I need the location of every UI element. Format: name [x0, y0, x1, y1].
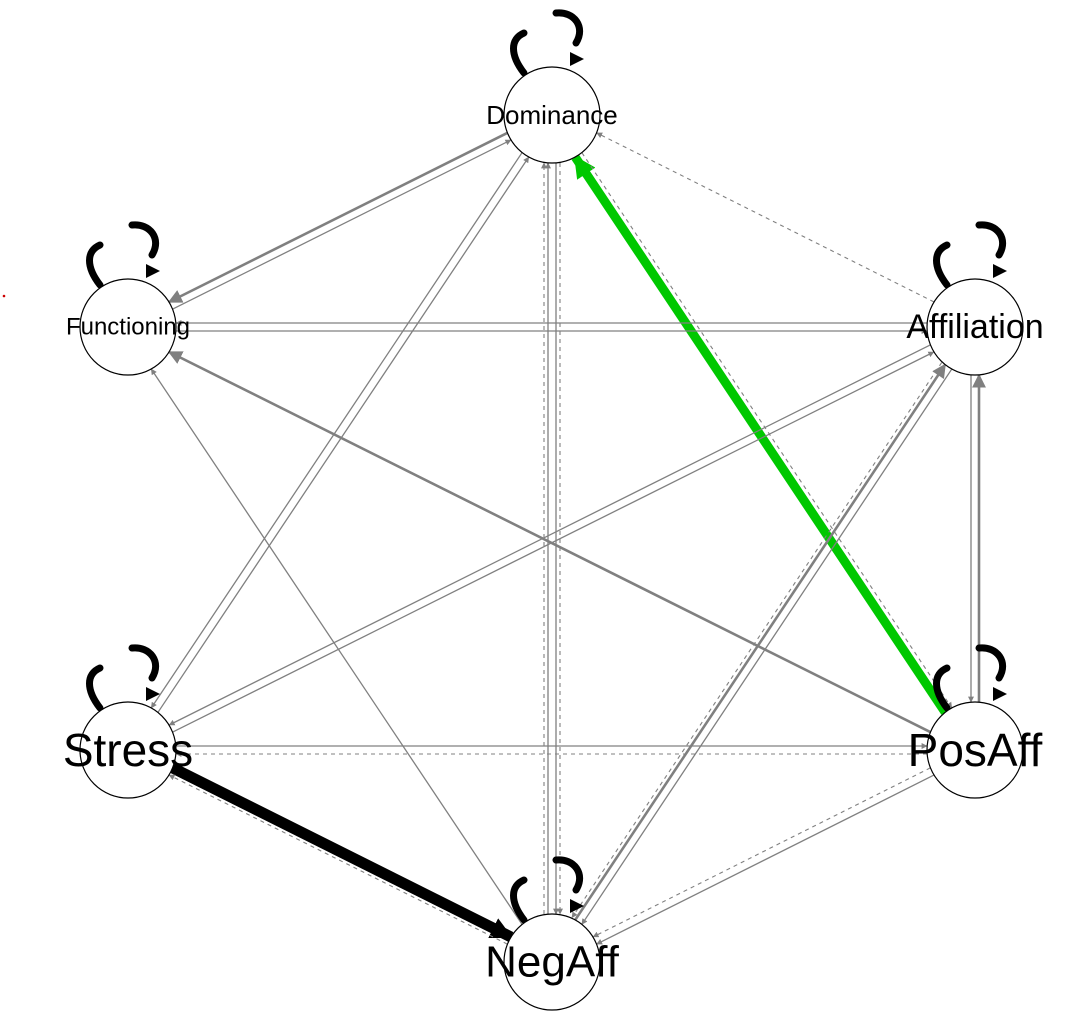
node-functioning-label: Functioning	[66, 314, 190, 341]
edge-affiliation-to-dominance-dashed	[596, 132, 935, 303]
edge-stress-to-dominance	[157, 156, 530, 713]
node-affiliation: Affiliation	[906, 278, 1044, 376]
edge-negaff-to-stress-dashed	[168, 774, 508, 945]
edge-posaff-to-functioning	[167, 350, 931, 734]
node-negaff-label: NegAff	[485, 938, 619, 987]
edge-affiliation-to-negaff-dashed	[571, 362, 943, 919]
node-dominance: Dominance	[486, 66, 618, 164]
self-loops	[86, 9, 1007, 924]
node-stress: Stress	[63, 701, 193, 799]
self-loop-negaff	[510, 856, 584, 924]
self-loop-stress	[86, 644, 160, 712]
node-affiliation-label: Affiliation	[906, 308, 1043, 346]
node-negaff: NegAff	[485, 913, 620, 1011]
self-loop-affiliation	[933, 221, 1007, 289]
node-functioning-circle	[79, 278, 177, 376]
node-dominance-label: Dominance	[486, 100, 618, 130]
edge-stress-to-affiliation	[172, 351, 935, 733]
node-stress-label: Stress	[63, 724, 193, 776]
edge-dominance-to-functioning	[167, 131, 508, 304]
self-loop-functioning	[86, 221, 160, 289]
edge-posaff-to-dominance	[571, 154, 949, 715]
edge-posaff-to-negaff-dashed	[592, 767, 931, 938]
edge-affiliation-to-negaff	[581, 368, 953, 925]
edge-dominance-to-stress	[150, 152, 523, 709]
node-negaff-circle	[503, 913, 601, 1011]
node-posaff-label: PosAff	[908, 724, 1043, 776]
node-functioning: Functioning	[66, 278, 190, 376]
node-posaff: PosAff	[908, 701, 1043, 799]
node-dominance-circle	[503, 66, 601, 164]
edge-negaff-to-affiliation	[574, 363, 947, 921]
node-stress-circle	[79, 701, 177, 799]
edge-negaff-to-functioning	[150, 368, 523, 925]
stray-marker-dot	[2, 294, 6, 298]
self-loop-posaff	[933, 644, 1007, 712]
edge-dominance-to-posaff-dashed	[581, 152, 953, 709]
nodes: Dominance Functioning Affiliation Stress…	[63, 66, 1044, 1011]
node-posaff-circle	[926, 701, 1024, 799]
edge-stress-to-negaff	[170, 762, 514, 942]
edge-posaff-to-negaff	[596, 774, 935, 945]
edge-functioning-to-dominance	[172, 139, 512, 310]
self-loop-dominance	[510, 9, 584, 77]
edge-affiliation-to-stress	[168, 344, 931, 726]
edges	[150, 131, 986, 945]
node-affiliation-circle	[926, 278, 1024, 376]
